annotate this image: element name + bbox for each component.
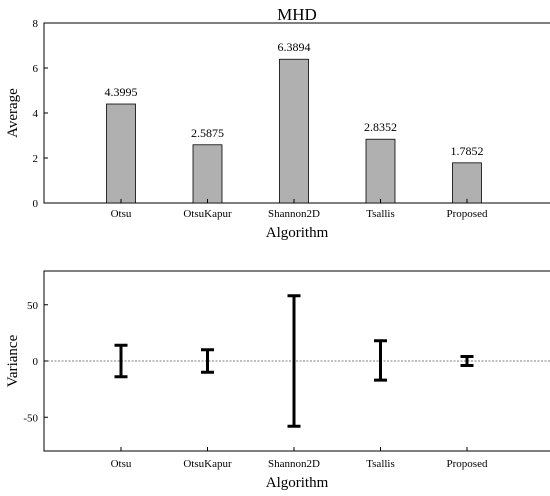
y-axis-label: Average bbox=[5, 88, 21, 138]
x-tick-label: Proposed bbox=[447, 458, 488, 470]
x-axis-label: Algorithm bbox=[266, 225, 329, 241]
bar bbox=[279, 58, 309, 204]
x-axis-label: Algorithm bbox=[266, 475, 329, 491]
x-tick-label: Tsallis bbox=[366, 458, 395, 470]
error-bar bbox=[287, 294, 301, 428]
x-tick-label: Shannon2D bbox=[268, 458, 320, 470]
x-axis-ticks: Otsu OtsuKapur Shannon2D Tsallis Proposed bbox=[111, 447, 488, 470]
y-tick-label: 0 bbox=[33, 198, 39, 210]
x-tick-label: Shannon2D bbox=[268, 208, 320, 220]
y-tick-label: 4 bbox=[33, 108, 39, 120]
bar-data-label: 6.3894 bbox=[278, 40, 311, 54]
error-bar bbox=[114, 343, 128, 379]
bar-data-labels: 4.3995 2.5875 6.3894 2.8352 1.7852 bbox=[105, 40, 484, 158]
bars bbox=[106, 58, 482, 204]
average-bar-chart: MHD 0 2 4 6 8 4.3995 2.5875 6.3894 2.8352 1.7852… bbox=[5, 5, 550, 241]
x-tick-label: Proposed bbox=[447, 208, 488, 220]
bar-data-label: 2.8352 bbox=[364, 120, 397, 134]
y-tick-label: 0 bbox=[33, 356, 39, 368]
chart-title: MHD bbox=[277, 5, 317, 24]
y-axis-ticks: -50 0 50 bbox=[23, 300, 48, 424]
error-bar bbox=[201, 348, 214, 374]
bar bbox=[452, 162, 482, 204]
variance-errorbar-chart: -50 0 50 Otsu OtsuKapur Shannon2D Tsallis Prop… bbox=[5, 270, 550, 491]
bar bbox=[365, 138, 396, 204]
x-axis-ticks: Otsu OtsuKapur Shannon2D Tsallis Proposed bbox=[111, 199, 488, 220]
bar-data-label: 2.5875 bbox=[191, 126, 224, 140]
bar-data-label: 1.7852 bbox=[451, 144, 484, 158]
x-tick-label: OtsuKapur bbox=[183, 458, 232, 470]
bar bbox=[106, 103, 136, 204]
bar-data-label: 4.3995 bbox=[105, 85, 138, 99]
y-tick-label: -50 bbox=[23, 412, 38, 424]
error-bars bbox=[114, 294, 474, 428]
error-bar bbox=[374, 339, 387, 382]
x-tick-label: Tsallis bbox=[366, 208, 395, 220]
y-axis-label: Variance bbox=[5, 334, 21, 387]
y-tick-label: 8 bbox=[33, 18, 39, 30]
y-tick-label: 2 bbox=[33, 153, 39, 165]
x-tick-label: Otsu bbox=[111, 458, 132, 470]
y-tick-label: 6 bbox=[33, 63, 39, 75]
y-axis-ticks: 0 2 4 6 8 bbox=[33, 18, 48, 210]
y-tick-label: 50 bbox=[27, 300, 39, 312]
x-tick-label: OtsuKapur bbox=[183, 208, 232, 220]
x-tick-label: Otsu bbox=[111, 208, 132, 220]
bar bbox=[192, 144, 223, 204]
error-bar bbox=[460, 355, 474, 367]
